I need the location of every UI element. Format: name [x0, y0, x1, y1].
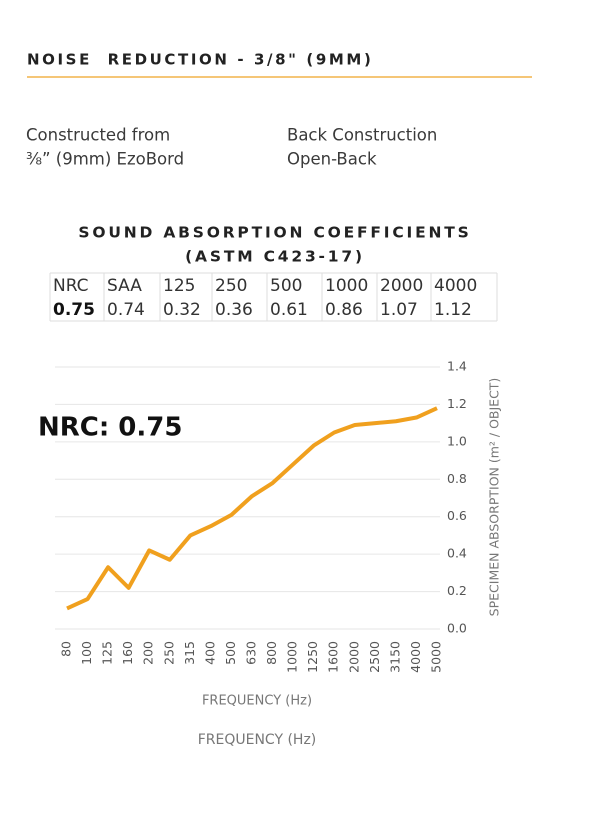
- x-tick-label: 1600: [326, 641, 341, 673]
- table-cell: 1.07: [380, 300, 418, 320]
- info-value: ⅜” (9mm) EzoBord: [26, 150, 184, 169]
- x-tick-label: 4000: [408, 641, 423, 673]
- x-tick-label: 800: [264, 641, 279, 665]
- info-label: Back Construction: [287, 126, 437, 145]
- y-tick-label: 1.2: [447, 396, 467, 411]
- x-tick-label: 400: [202, 641, 217, 665]
- table-cell: 2000: [380, 276, 423, 296]
- x-axis-title: FREQUENCY (Hz): [198, 732, 317, 748]
- y-tick-label: 0.0: [447, 621, 467, 636]
- table-cell: 0.75: [53, 300, 95, 320]
- x-tick-label: 100: [79, 641, 94, 665]
- table-cell: 4000: [434, 276, 477, 296]
- table-cell: NRC: [53, 276, 89, 296]
- table-cell: 0.36: [215, 300, 253, 320]
- x-tick-label: 2500: [367, 641, 382, 673]
- table-subtitle: (ASTM C423-17): [185, 248, 365, 266]
- x-tick-label: 250: [161, 641, 176, 665]
- table-cell: SAA: [107, 276, 142, 296]
- x-tick-label: 1000: [285, 641, 300, 673]
- x-tick-label: 2000: [346, 641, 361, 673]
- x-tick-label: 80: [59, 641, 74, 657]
- x-tick-label: 1250: [305, 641, 320, 673]
- x-tick-label: 500: [223, 641, 238, 665]
- x-tick-label: 630: [244, 641, 259, 665]
- table-cell: 0.61: [270, 300, 308, 320]
- x-tick-label: 315: [182, 641, 197, 665]
- x-tick-label: 5000: [429, 641, 444, 673]
- table-cell: 250: [215, 276, 247, 296]
- y-axis-title: SPECIMEN ABSORPTION (m² / OBJECT): [487, 378, 502, 617]
- table-cell: 125: [163, 276, 195, 296]
- y-tick-label: 0.4: [447, 546, 467, 561]
- table-cell: 500: [270, 276, 302, 296]
- info-label: Constructed from: [26, 126, 170, 145]
- y-tick-label: 1.4: [447, 359, 467, 374]
- x-tick-label: 125: [100, 641, 115, 665]
- table-cell: 0.74: [107, 300, 145, 320]
- y-tick-label: 0.8: [447, 471, 467, 486]
- info-value: Open-Back: [287, 150, 377, 169]
- y-tick-label: 0.6: [447, 508, 467, 523]
- table-grid: [49, 272, 498, 322]
- x-tick-label: 3150: [387, 641, 402, 673]
- data-line: [66, 406, 438, 611]
- y-tick-label: 1.0: [447, 433, 467, 448]
- y-tick-label: 0.2: [447, 583, 467, 598]
- x-axis-title: FREQUENCY (Hz): [202, 694, 312, 709]
- table-cell: 0.32: [163, 300, 201, 320]
- table-cell: 0.86: [325, 300, 363, 320]
- x-tick-label: 160: [120, 641, 135, 665]
- table-cell: 1.12: [434, 300, 472, 320]
- table-title: SOUND ABSORPTION COEFFICIENTS: [78, 224, 471, 242]
- table-cell: 1000: [325, 276, 368, 296]
- annotation: NRC: 0.75: [38, 413, 182, 443]
- page-title: NOISE REDUCTION - 3/8" (9MM): [27, 51, 373, 69]
- x-tick-label: 200: [141, 641, 156, 665]
